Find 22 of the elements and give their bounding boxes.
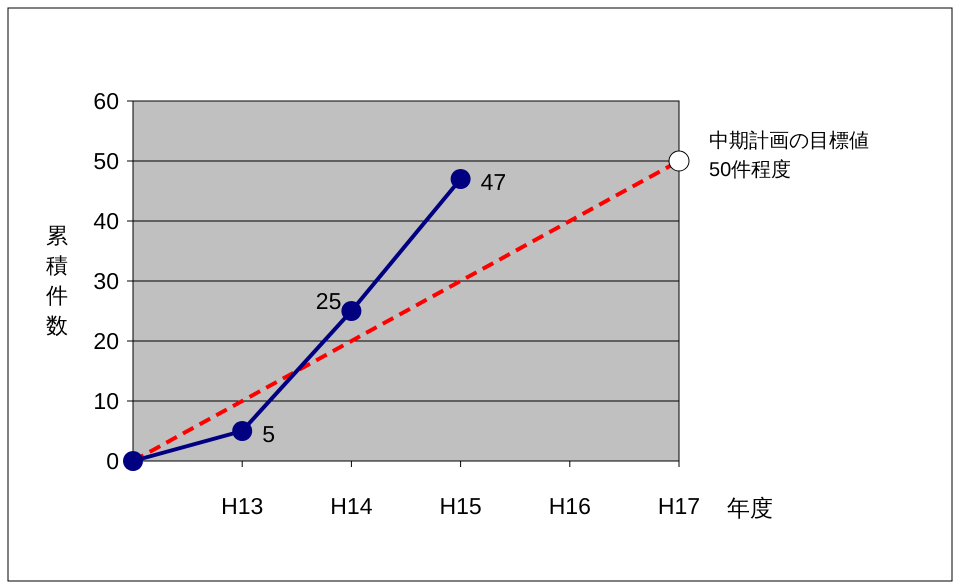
x-tick-label: H16 [548,493,591,519]
data-label: 47 [480,169,506,195]
data-label: 5 [262,421,275,447]
x-tick-label: H17 [658,493,700,519]
y-axis-title: 累積件数 [46,223,68,338]
x-tick-label: H13 [221,493,264,519]
y-tick-label: 10 [93,388,119,414]
y-tick-label: 40 [93,208,119,234]
x-tick-label: H15 [440,493,482,519]
y-tick-label: 60 [93,88,119,114]
x-axis-title: 年度 [727,495,773,521]
point [450,169,471,189]
data-label: 25 [316,288,342,314]
annotation: 中期計画の目標値 50件程度 [709,130,869,181]
y-tick-label: 50 [93,148,119,174]
x-tick-label: H14 [330,493,373,519]
y-tick-label: 0 [106,448,119,474]
point [341,301,362,321]
point [123,451,143,471]
point [232,421,252,441]
y-tick-label: 20 [93,328,119,354]
y-tick-label: 30 [93,268,119,294]
